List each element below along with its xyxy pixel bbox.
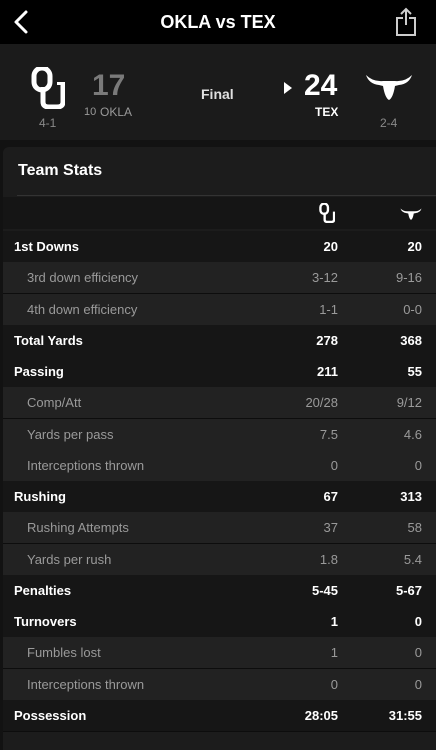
stat-value-home: 7.5 <box>319 426 338 442</box>
home-abbr: OKLA <box>100 105 133 119</box>
stat-label: Interceptions thrown <box>27 676 145 692</box>
stat-value-away: 0 <box>414 645 422 661</box>
stat-row: Turnovers 1 0 <box>3 606 436 638</box>
stat-value-away: 5.4 <box>403 551 422 567</box>
stat-value-away: 31:55 <box>388 707 422 723</box>
stats-column-header <box>3 197 436 229</box>
stat-value-home: 37 <box>323 520 338 536</box>
stat-value-home: 211 <box>317 364 338 379</box>
stat-label: Passing <box>14 364 64 379</box>
stat-value-away: 0-0 <box>403 301 422 317</box>
stat-label: Fumbles lost <box>27 645 101 661</box>
stat-label: Penalties <box>14 582 72 598</box>
stat-value-away: 9-16 <box>395 270 422 286</box>
page-title: OKLA vs TEX <box>160 12 276 32</box>
oklahoma-logo-icon <box>319 203 335 223</box>
stat-row: Yards per pass 7.5 4.6 <box>3 418 436 451</box>
away-abbr: TEX <box>315 105 339 119</box>
stat-row: Interceptions thrown 0 0 <box>3 449 436 482</box>
stat-row: Total Yards 278 368 <box>3 324 436 357</box>
stat-row: Passing 211 55 <box>3 356 436 388</box>
stat-label: 3rd down efficiency <box>27 270 139 286</box>
stat-label: 4th down efficiency <box>27 301 138 317</box>
stat-value-home: 5-45 <box>311 582 338 598</box>
stat-value-home: 1 <box>330 614 338 629</box>
stat-value-home: 1 <box>330 645 338 661</box>
stat-label: 1st Downs <box>14 239 80 254</box>
winner-triangle-icon <box>284 82 292 94</box>
stat-label: Turnovers <box>14 614 77 629</box>
home-record: 4-1 <box>39 116 57 130</box>
stat-row: Possession 28:05 31:55 <box>3 699 436 732</box>
stat-value-away: 9/12 <box>396 395 422 411</box>
score-header[interactable]: 4-1 17 10 OKLA Final 24 TEX 2-4 <box>0 44 436 140</box>
away-score: 24 <box>304 69 338 102</box>
stat-row: Fumbles lost 1 0 <box>3 637 436 670</box>
game-status: Final <box>201 86 234 102</box>
longhorn-logo-icon <box>366 75 412 100</box>
stat-value-home: 20 <box>323 239 338 254</box>
title-divider <box>17 195 436 196</box>
stat-label: Possession <box>14 707 87 723</box>
stat-label: Yards per pass <box>27 426 114 442</box>
stat-value-away: 4.6 <box>403 426 422 442</box>
stat-label: Comp/Att <box>27 395 82 411</box>
stat-value-home: 28:05 <box>304 707 338 723</box>
stat-row: Comp/Att 20/28 9/12 <box>3 387 436 420</box>
stat-value-home: 0 <box>330 457 338 473</box>
stat-row: Rushing 67 313 <box>3 481 436 513</box>
share-icon[interactable] <box>390 6 422 38</box>
oklahoma-logo-icon <box>31 67 65 109</box>
chevron-left-icon[interactable] <box>6 4 42 40</box>
stat-label: Total Yards <box>14 332 83 348</box>
stat-row: Yards per rush 1.8 5.4 <box>3 543 436 576</box>
stat-value-home: 3-12 <box>311 270 338 286</box>
stat-value-away: 313 <box>400 489 422 504</box>
stat-row: 4th down efficiency 1-1 0-0 <box>3 293 436 326</box>
team-stats-title: Team Stats <box>18 162 103 179</box>
away-record: 2-4 <box>380 116 398 130</box>
nav-bar: OKLA vs TEX <box>0 0 436 44</box>
home-rank: 10 <box>84 106 97 118</box>
stat-value-away: 5-67 <box>395 582 422 598</box>
stat-value-away: 55 <box>407 364 422 379</box>
stat-value-home: 20/28 <box>305 395 338 411</box>
stat-label: Rushing <box>14 489 66 504</box>
stat-label: Yards per rush <box>27 551 112 567</box>
stat-row: Penalties 5-45 5-67 <box>3 574 436 607</box>
stat-value-home: 67 <box>323 489 338 504</box>
stat-value-away: 0 <box>414 614 422 629</box>
stat-label: Rushing Attempts <box>27 520 129 536</box>
stat-value-away: 58 <box>407 520 422 536</box>
stat-value-away: 0 <box>414 457 422 473</box>
stat-value-home: 278 <box>316 332 338 348</box>
stat-row: Rushing Attempts 37 58 <box>3 512 436 545</box>
stat-row: Interceptions thrown 0 0 <box>3 668 436 701</box>
home-score: 17 <box>92 69 126 102</box>
stat-value-home: 0 <box>330 676 338 692</box>
stat-value-home: 1.8 <box>319 551 338 567</box>
longhorn-logo-icon <box>400 208 422 220</box>
stat-value-away: 20 <box>407 239 422 254</box>
stat-row: 1st Downs 20 20 <box>3 231 436 263</box>
stat-value-away: 0 <box>414 676 422 692</box>
stat-value-away: 368 <box>400 332 422 348</box>
team-stats-card: Team Stats 1st Downs 20 20 3rd down efficie… <box>3 147 436 750</box>
stat-row: 3rd down efficiency 3-12 9-16 <box>3 262 436 295</box>
stat-label: Interceptions thrown <box>27 457 145 473</box>
stat-value-home: 1-1 <box>319 301 338 317</box>
